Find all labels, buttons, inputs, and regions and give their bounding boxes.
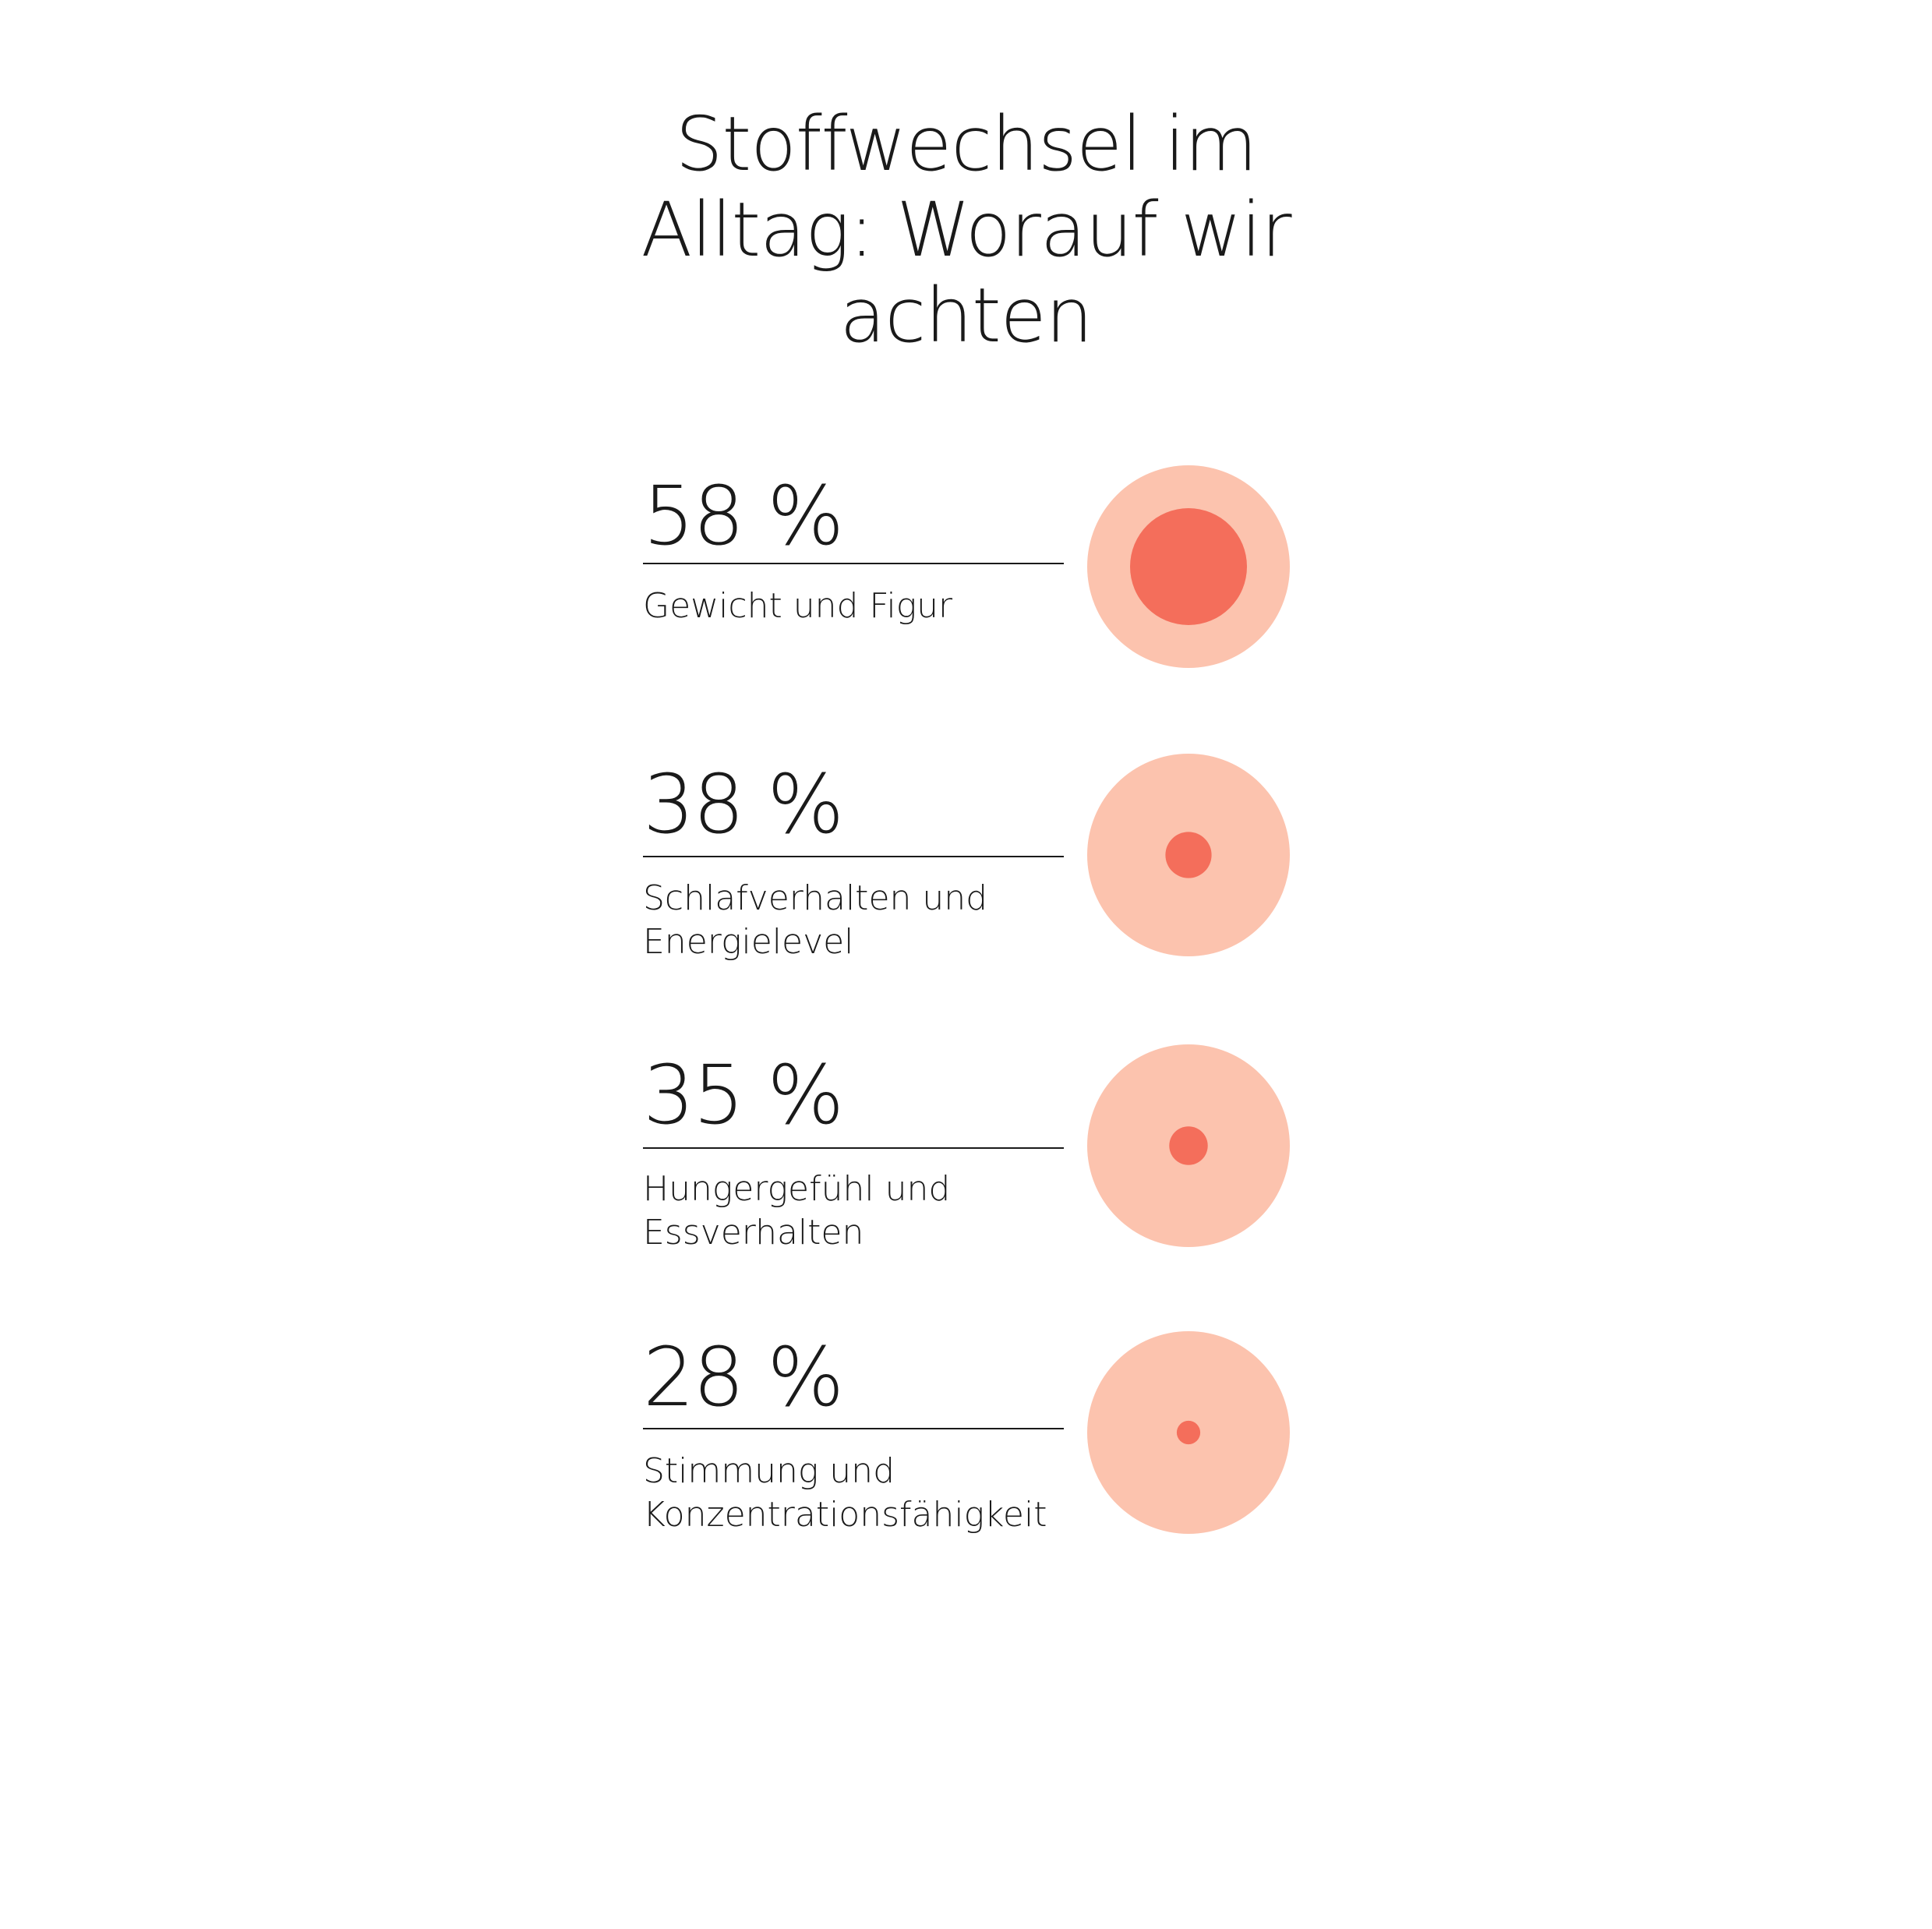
label-line-2: Konzentrationsfähigkeit	[643, 1495, 1047, 1535]
label-line-1: Schlafverhalten und	[643, 878, 988, 918]
divider-line	[643, 563, 1064, 564]
outer-circle-mood	[1087, 1331, 1290, 1534]
divider-line	[643, 856, 1064, 857]
outer-circle-sleep	[1087, 754, 1290, 956]
category-label: Schlafverhalten und Energielevel	[643, 877, 1079, 964]
label-line-2: Energielevel	[643, 922, 854, 962]
percentage-value: 35 %	[643, 1048, 844, 1143]
divider-line	[643, 1428, 1064, 1429]
title-line-3: achten	[839, 272, 1093, 359]
chart-title: Stoffwechsel im Alltag: Worauf wir achte…	[0, 101, 1932, 359]
label-line-1: Gewicht und Figur	[643, 586, 953, 626]
category-label: Stimmung und Konzentrationsfähigkeit	[643, 1450, 1079, 1537]
outer-circle-hunger	[1087, 1044, 1290, 1247]
divider-line	[643, 1147, 1064, 1149]
value-circle-weight	[1130, 508, 1247, 625]
value-circle-sleep	[1165, 832, 1212, 878]
outer-circle-weight	[1087, 465, 1290, 668]
category-label: Hungergefühl und Essverhalten	[643, 1168, 1079, 1255]
category-label: Gewicht und Figur	[643, 585, 1079, 628]
percentage-value: 38 %	[643, 757, 844, 852]
percentage-value: 58 %	[643, 468, 844, 564]
label-line-2: Essverhalten	[643, 1213, 864, 1252]
value-circle-hunger	[1169, 1126, 1208, 1165]
value-circle-mood	[1176, 1420, 1201, 1445]
title-line-2: Alltag: Worauf wir	[641, 186, 1291, 274]
percentage-value: 28 %	[643, 1330, 844, 1425]
label-line-1: Hungergefühl und	[643, 1169, 951, 1209]
label-line-1: Stimmung und	[643, 1451, 895, 1491]
title-line-1: Stoffwechsel im	[675, 101, 1258, 188]
